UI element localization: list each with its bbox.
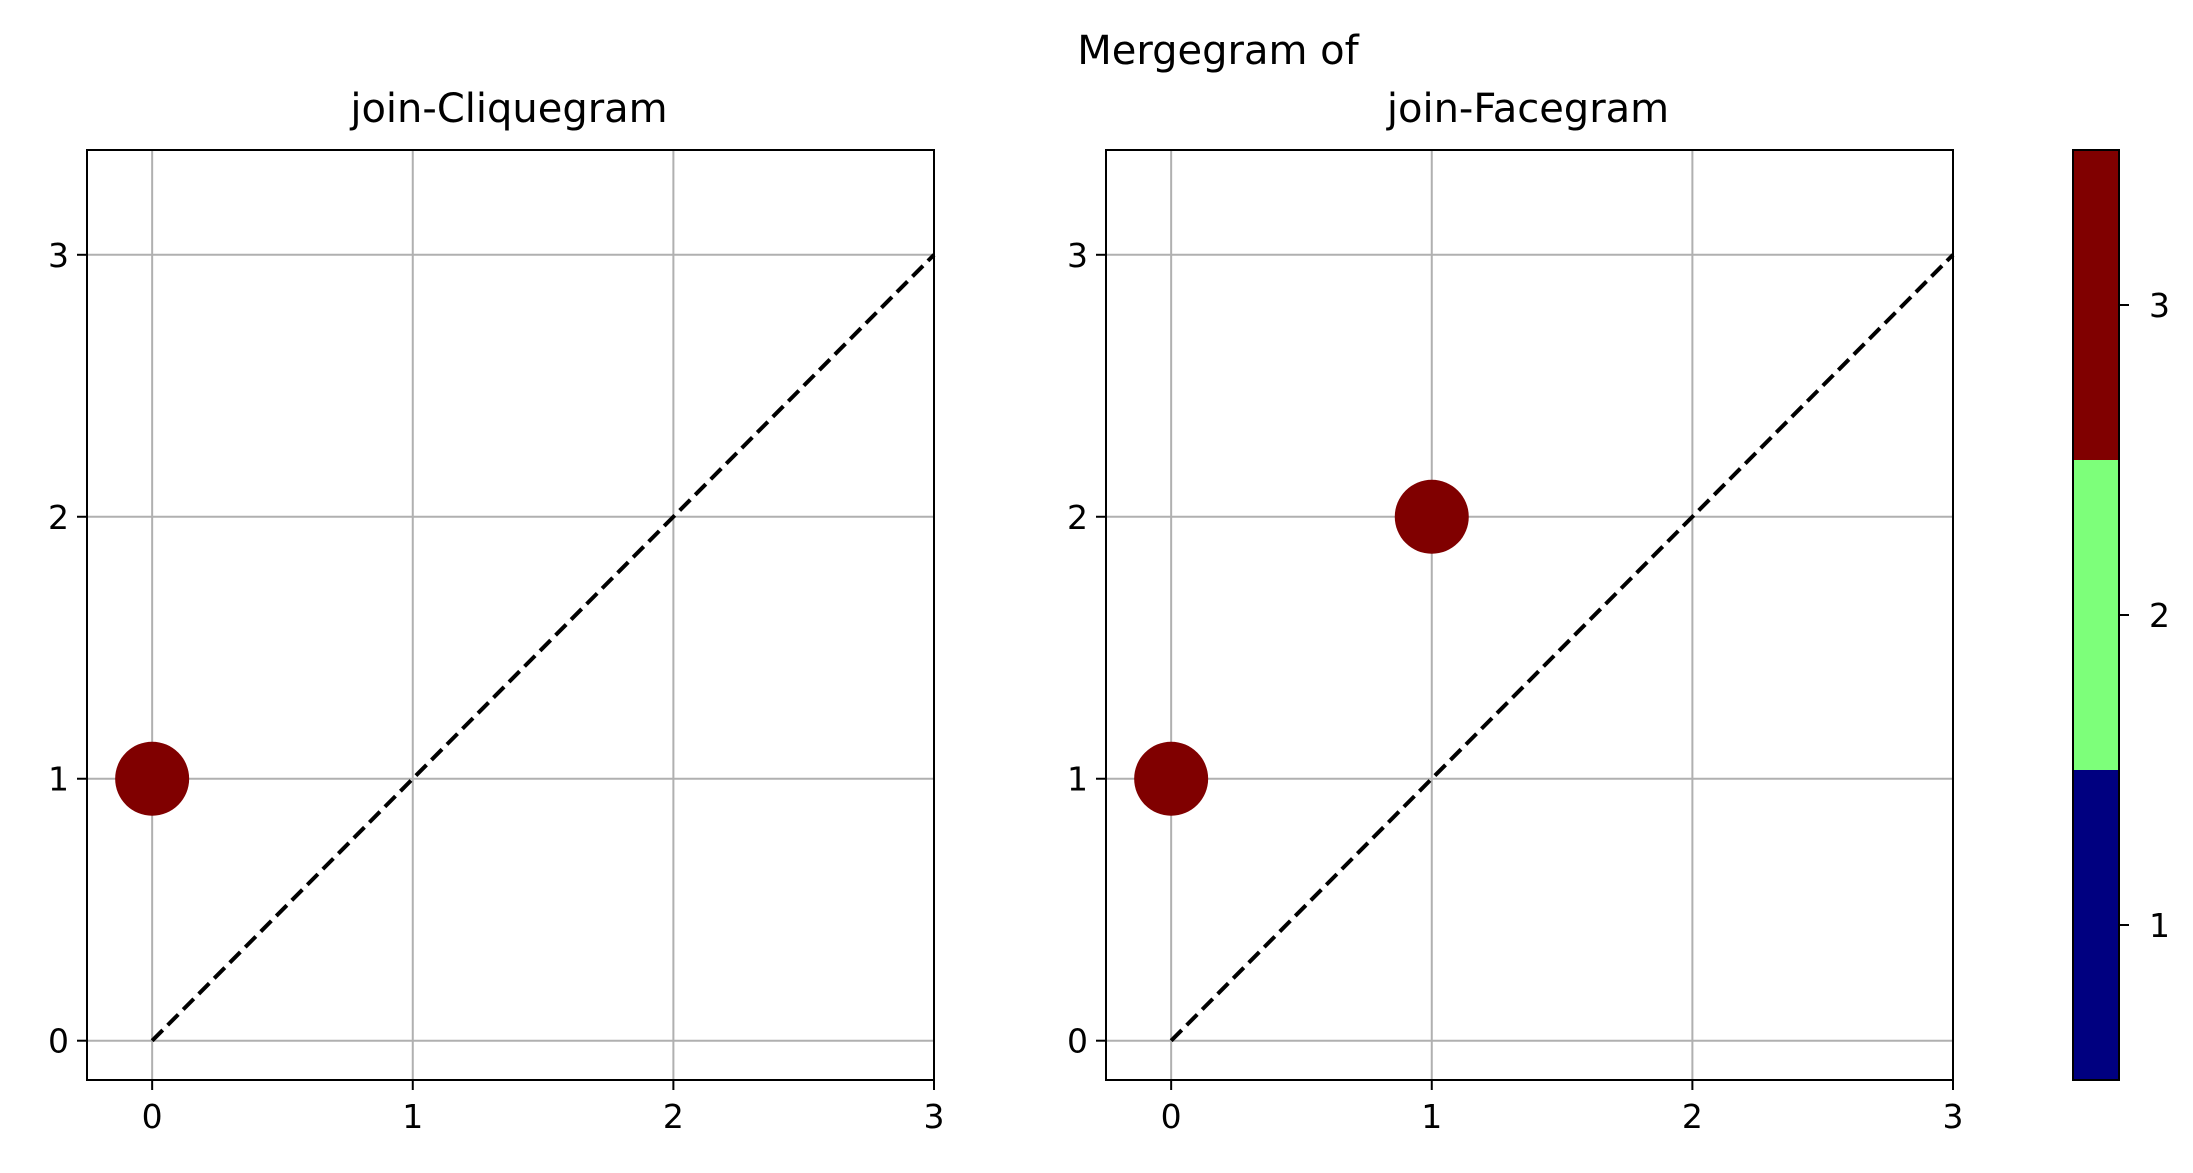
axes-frame (1105, 149, 1954, 1081)
y-tick-label: 2 (48, 498, 69, 537)
subplot-title: join-Facegram (1386, 86, 1669, 132)
figure-suptitle: Mergegram of (1077, 28, 1359, 74)
x-tick-label: 3 (1943, 1097, 1964, 1136)
x-tick-label: 1 (402, 1097, 423, 1136)
x-tick-label: 0 (142, 1097, 163, 1136)
y-tick-label: 1 (48, 760, 69, 799)
x-tick-label: 2 (1682, 1097, 1703, 1136)
x-tick-label: 0 (1161, 1097, 1182, 1136)
colorbar-segment (2073, 770, 2119, 1080)
colorbar-tick-label: 1 (2149, 906, 2170, 945)
y-tick-label: 0 (1067, 1022, 1088, 1061)
subplot-title: join-Cliquegram (349, 86, 667, 132)
diagonal-line (1169, 253, 1955, 1043)
data-point (1134, 741, 1209, 816)
colorbar-tick-label: 2 (2149, 596, 2170, 635)
subplot-join-cliquegram: join-Cliquegram 0 1 2 3 0 1 2 3 (48, 86, 945, 1136)
colorbar-segment (2073, 150, 2119, 460)
y-tick-label: 1 (1067, 760, 1088, 799)
y-tick-label: 3 (1067, 236, 1088, 275)
x-tick-label: 2 (663, 1097, 684, 1136)
x-tick-label: 3 (924, 1097, 945, 1136)
y-tick-label: 3 (48, 236, 69, 275)
data-point (115, 741, 190, 816)
colorbar-tick-label: 3 (2149, 286, 2170, 325)
colorbar-segment (2073, 460, 2119, 770)
diagonal-line (150, 253, 936, 1043)
y-tick-label: 0 (48, 1022, 69, 1061)
subplot-join-facegram: join-Facegram 0 1 2 3 0 1 2 3 (1067, 86, 1964, 1136)
data-point (1394, 479, 1469, 554)
y-tick-label: 2 (1067, 498, 1088, 537)
colorbar: 1 2 3 (2072, 149, 2170, 1081)
x-tick-label: 1 (1421, 1097, 1442, 1136)
axes-frame (86, 149, 935, 1081)
